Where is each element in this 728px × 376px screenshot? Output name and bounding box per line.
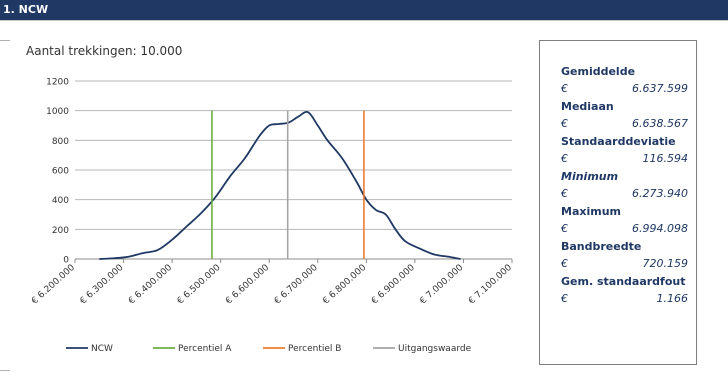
stat-currency: € [561, 187, 568, 200]
stat-label: Mediaan [561, 100, 614, 113]
y-tick-label: 0 [63, 256, 69, 266]
legend-label: NCW [91, 344, 113, 354]
stat-value: 720.159 [642, 257, 689, 270]
stat-value: 6.273.940 [632, 187, 688, 200]
stat-label: Maximum [561, 205, 621, 218]
statistics-panel: Gemiddelde €6.637.599 Mediaan €6.638.567 Sta… [539, 40, 697, 365]
stat-value: 6.638.567 [632, 117, 688, 130]
stat-currency: € [561, 152, 568, 165]
stat-currency: € [561, 117, 568, 130]
x-tick-label: € 6.500.000 [176, 263, 223, 307]
x-tick-label: € 7.100.000 [467, 263, 514, 307]
series-line-ncw [99, 110, 461, 260]
legend-label: Percentiel A [178, 344, 232, 354]
y-tick-label: 200 [52, 226, 69, 236]
distribution-chart: 0 200 400 600 800 1000 1200 € 6.200.000 € 6.300.… [30, 78, 514, 355]
stat-value: 6.994.098 [632, 222, 688, 235]
stat-value: 1.166 [656, 292, 689, 305]
x-tick-label: € 7.000.000 [418, 263, 465, 307]
stat-label: Standaarddeviatie [561, 135, 676, 148]
x-tick-label: € 6.400.000 [127, 263, 174, 307]
left-edge-tick-bottom [0, 370, 10, 371]
x-tick-label: € 6.900.000 [370, 263, 417, 307]
legend-label: Percentiel B [288, 344, 341, 354]
stat-currency: € [561, 292, 568, 305]
stat-label: Gemiddelde [561, 65, 636, 78]
stat-label: Minimum [561, 170, 619, 183]
legend-label: Uitgangswaarde [398, 344, 472, 354]
stat-value: 6.637.599 [632, 82, 688, 95]
y-tick-label: 800 [52, 137, 69, 147]
left-edge-tick-top [0, 40, 10, 41]
x-tick-label: € 6.800.000 [321, 263, 368, 307]
x-tick-label: € 6.600.000 [224, 263, 271, 307]
y-tick-label: 600 [52, 167, 69, 177]
x-tick-label: € 6.700.000 [273, 263, 320, 307]
stat-label: Gem. standaardfout [561, 275, 686, 288]
stat-currency: € [561, 82, 568, 95]
y-tick-label: 1200 [46, 78, 69, 88]
frame-divider [0, 20, 728, 21]
stat-label: Bandbreedte [561, 240, 642, 253]
y-tick-label: 400 [52, 196, 69, 206]
x-tick-label: € 6.300.000 [78, 263, 125, 307]
stat-value: 116.594 [642, 152, 689, 165]
stat-currency: € [561, 222, 568, 235]
x-tick-label: € 6.200.000 [30, 263, 77, 307]
stat-currency: € [561, 257, 568, 270]
chart-subtitle: Aantal trekkingen: 10.000 [26, 44, 183, 58]
y-tick-label: 1000 [46, 107, 69, 117]
section-title: 1. NCW [0, 0, 728, 20]
